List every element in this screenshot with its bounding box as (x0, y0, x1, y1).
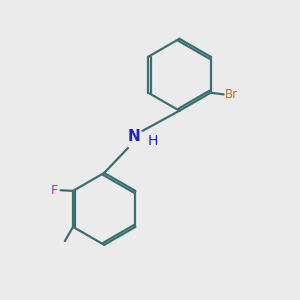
Text: H: H (148, 134, 158, 148)
Text: F: F (51, 184, 58, 197)
Text: N: N (127, 129, 140, 144)
Text: Br: Br (225, 88, 239, 101)
